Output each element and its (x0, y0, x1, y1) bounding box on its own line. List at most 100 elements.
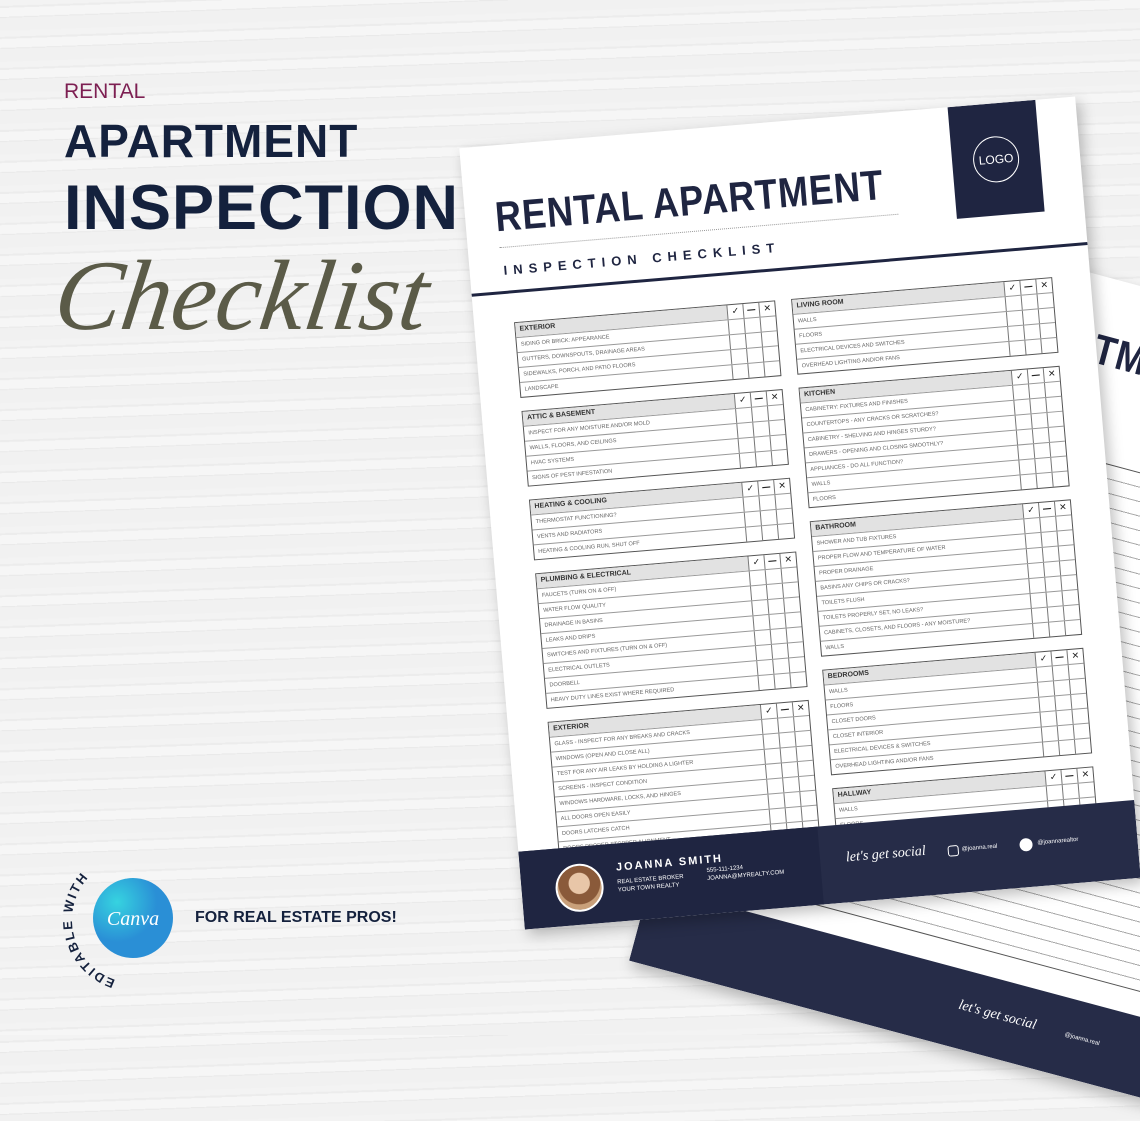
checkbox (727, 319, 745, 335)
checkbox (795, 745, 813, 762)
checkbox (1040, 337, 1058, 354)
checkbox (1032, 622, 1050, 638)
checkbox (1052, 680, 1071, 696)
doc-title: RENTAL APARTMENT (493, 160, 886, 241)
back-instagram: @joanna.real (1063, 1032, 1101, 1048)
checkbox (793, 715, 811, 732)
checkbox (1015, 429, 1033, 445)
checkbox (1060, 575, 1078, 591)
mark-header: ✓ (1010, 369, 1028, 385)
checkbox (798, 775, 816, 792)
checkbox (743, 511, 761, 527)
checkbox (786, 642, 804, 658)
mark-header: ✓ (1044, 770, 1062, 786)
mark-header: ✓ (1003, 280, 1021, 297)
mark-header: ✓ (741, 481, 759, 497)
checkbox (1058, 739, 1076, 756)
checkbox (763, 361, 781, 377)
checkbox (753, 436, 771, 452)
checkbox (1030, 413, 1048, 429)
checkbox (785, 627, 803, 643)
checkbox (1040, 726, 1058, 742)
checkbox (783, 597, 801, 613)
checkbox (744, 332, 762, 348)
mark-header: ✓ (726, 304, 744, 320)
checkbox (796, 760, 814, 777)
checkbox (1062, 605, 1080, 621)
section: BATHROOM ✓ — ✕ SHOWER AND TUB FIXTURES PROPER… (809, 499, 1083, 657)
checkbox (1014, 414, 1032, 430)
checkbox (1055, 515, 1073, 531)
mark-header: ✓ (1022, 503, 1040, 519)
checkbox (759, 316, 777, 332)
checkbox (1030, 607, 1048, 623)
checkbox (1055, 709, 1073, 726)
instagram: @joanna.real (961, 843, 998, 853)
canva-circle (93, 878, 173, 958)
checkbox (767, 793, 785, 809)
instagram-icon (947, 844, 960, 857)
checkbox (1035, 472, 1053, 489)
mark-header: ✕ (791, 701, 809, 717)
agent-photo (553, 861, 606, 914)
checkbox (1047, 426, 1065, 442)
mark-header: — (1019, 279, 1037, 295)
checkbox (1051, 665, 1069, 681)
mark-header: ✕ (779, 552, 797, 568)
checkbox (1028, 577, 1046, 594)
checkbox (1044, 576, 1062, 592)
checkbox (776, 523, 795, 539)
section: ATTIC & BASEMENT ✓ — ✕ INSPECT FOR ANY MOIST… (521, 389, 789, 487)
checkbox (738, 452, 756, 468)
checkbox (756, 659, 774, 676)
checkbox (778, 732, 796, 748)
back-social: let's get social (956, 997, 1039, 1033)
mark-header: ✕ (1066, 648, 1084, 665)
checkbox (737, 437, 755, 453)
checkbox (754, 451, 772, 467)
checkbox (779, 747, 797, 763)
checkbox (751, 406, 769, 422)
checkbox (1037, 308, 1055, 324)
checkbox (742, 496, 760, 512)
mark-header: — (1026, 368, 1044, 384)
hero-script: Checklist (48, 240, 436, 351)
checkbox (782, 777, 800, 793)
checkbox (1035, 666, 1053, 682)
mark-header: ✓ (733, 392, 751, 409)
checkbox (780, 567, 798, 583)
checkbox (1025, 547, 1043, 564)
section: KITCHEN ✓ — ✕ CABINETRY: FIXTURES AND FINISH… (798, 365, 1070, 509)
logo: LOGO (971, 134, 1021, 185)
checkbox (1071, 708, 1089, 724)
checkbox (1050, 456, 1068, 472)
checkbox (1045, 785, 1063, 801)
mark-header: — (775, 702, 793, 718)
checkbox (757, 674, 775, 691)
checkbox (1070, 693, 1088, 709)
checkbox (1040, 531, 1058, 547)
checkbox (1039, 711, 1057, 727)
mark-header: — (749, 391, 767, 407)
checkbox (766, 778, 784, 794)
checkbox (1005, 310, 1024, 327)
checkbox (1043, 561, 1061, 577)
facebook: @joannarealtor (1037, 836, 1079, 847)
checkbox (745, 526, 763, 542)
checkbox (768, 613, 786, 629)
checkbox (1048, 621, 1066, 637)
checkbox (1054, 695, 1072, 711)
checkbox (1067, 663, 1085, 680)
checkbox (728, 333, 746, 350)
checkbox (1029, 398, 1047, 414)
section: BEDROOMS ✓ — ✕ WALLS FLOORS CLOSET DOORS CLOSET… (822, 647, 1093, 776)
checkbox (784, 612, 802, 628)
mark-header: ✕ (1053, 500, 1072, 516)
checkbox (768, 419, 786, 436)
checkbox (1049, 441, 1067, 457)
checkbox (1063, 619, 1082, 636)
checkbox (774, 493, 792, 510)
logo-box: LOGO (947, 99, 1045, 219)
checkbox (1034, 457, 1052, 474)
